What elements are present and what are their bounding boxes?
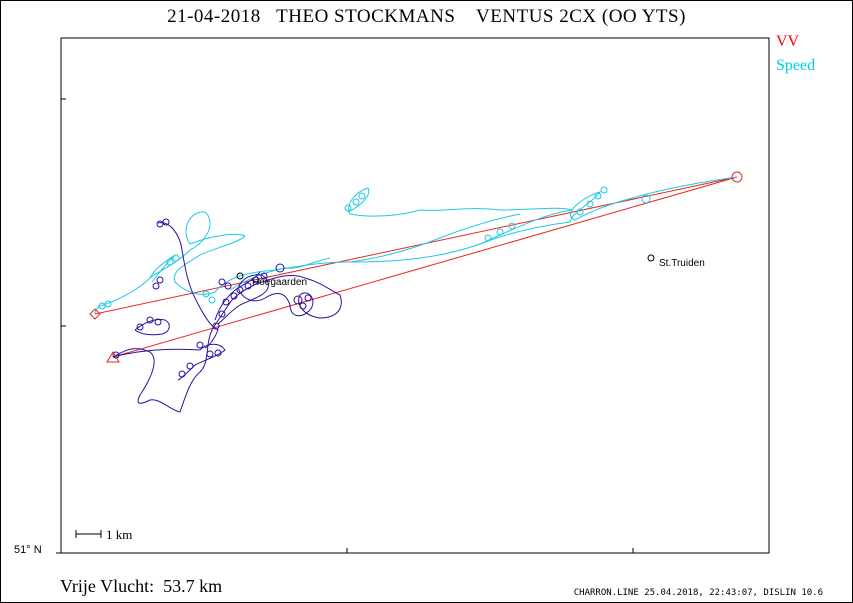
distance-label: Vrije Vlucht: — [60, 576, 155, 596]
page-title: 21-04-2018 THEO STOCKMANS VENTUS 2CX (OO… — [167, 6, 686, 27]
thermal-loop — [206, 350, 214, 358]
speed-loops — [98, 186, 651, 310]
thermal-loop — [156, 220, 164, 228]
speed-loop — [484, 234, 492, 242]
software-stamp: CHARRON.LINE 25.04.2018, 22:43:07, DISLI… — [573, 588, 823, 598]
town-marker-hoegaarden — [236, 272, 244, 280]
thermal-loop — [218, 310, 226, 318]
thermal-loop — [156, 276, 164, 284]
axis-ticks — [56, 98, 634, 554]
thermal-loop — [293, 295, 303, 305]
speed-loop — [576, 208, 584, 216]
climb-track — [112, 222, 342, 413]
speed-segment — [347, 187, 573, 245]
legend-vv: VV — [776, 33, 799, 51]
latitude-label: 51° N — [14, 544, 42, 556]
climb-segment — [112, 273, 342, 413]
speed-loop — [208, 296, 216, 304]
thermal-loop — [178, 370, 186, 378]
thermal-loop — [222, 298, 230, 306]
speed-loop — [98, 302, 106, 310]
legend-speed: Speed — [776, 57, 815, 75]
finish-triangle-icon — [106, 351, 120, 363]
thermal-loop — [112, 351, 120, 359]
distance-summary: Vrije Vlucht: 53.7 km — [60, 576, 222, 597]
thermal-loops — [112, 218, 312, 378]
thermal-loop — [162, 218, 170, 226]
speed-loop — [344, 204, 352, 212]
climb-segment — [134, 319, 170, 336]
speed-loop — [172, 254, 180, 262]
task-line — [94, 176, 738, 358]
map-axes-box — [60, 37, 770, 554]
scale-label: 1 km — [106, 527, 132, 542]
speed-loop — [586, 200, 594, 208]
speed-track — [94, 176, 738, 315]
speed-loop — [104, 300, 112, 308]
legend-label-speed: Speed — [776, 57, 816, 74]
speed-loop — [600, 186, 608, 194]
thermal-loop — [218, 278, 226, 286]
thermal-loop — [299, 302, 307, 310]
speed-loop — [594, 192, 602, 200]
task-lines — [94, 176, 738, 358]
thermal-loop — [154, 318, 162, 326]
speed-loop — [496, 228, 504, 236]
speed-loop — [352, 198, 360, 206]
thermal-loop — [196, 341, 204, 349]
turnpoint-circle-icon — [731, 171, 743, 183]
distance-value: 53.7 km — [163, 576, 223, 596]
town-marker-st-truiden — [647, 254, 655, 262]
thermal-loop — [236, 286, 244, 294]
speed-loop — [641, 194, 651, 204]
thermal-loop — [136, 323, 144, 331]
thermal-loop — [304, 294, 312, 302]
speed-loop — [508, 222, 516, 230]
thermal-loop — [212, 322, 220, 330]
thermal-loop — [275, 263, 285, 273]
speed-loop — [202, 290, 210, 298]
thermal-loop — [230, 292, 238, 300]
thermal-loop — [252, 276, 260, 284]
thermal-loop — [214, 349, 222, 357]
speed-loop — [166, 258, 174, 266]
speed-segment — [229, 257, 331, 291]
thermal-loop — [260, 272, 268, 280]
scale-bar — [75, 530, 102, 538]
speed-loop — [358, 192, 366, 200]
speed-segment — [349, 213, 521, 263]
climb-segment — [157, 222, 219, 349]
thermal-loop — [244, 282, 252, 290]
thermal-loop — [224, 282, 232, 290]
thermal-loop — [146, 316, 154, 324]
town-label-hoegaarden: Hoegaarden — [252, 277, 307, 288]
thermal-loop — [152, 282, 160, 290]
legend-label-vv: VV — [776, 33, 800, 50]
start-diamond-icon — [89, 308, 101, 320]
speed-segment — [94, 176, 738, 315]
climb-segment — [112, 343, 226, 381]
thermal-loop — [186, 362, 194, 370]
town-label-st-truiden: St.Truiden — [659, 258, 705, 269]
